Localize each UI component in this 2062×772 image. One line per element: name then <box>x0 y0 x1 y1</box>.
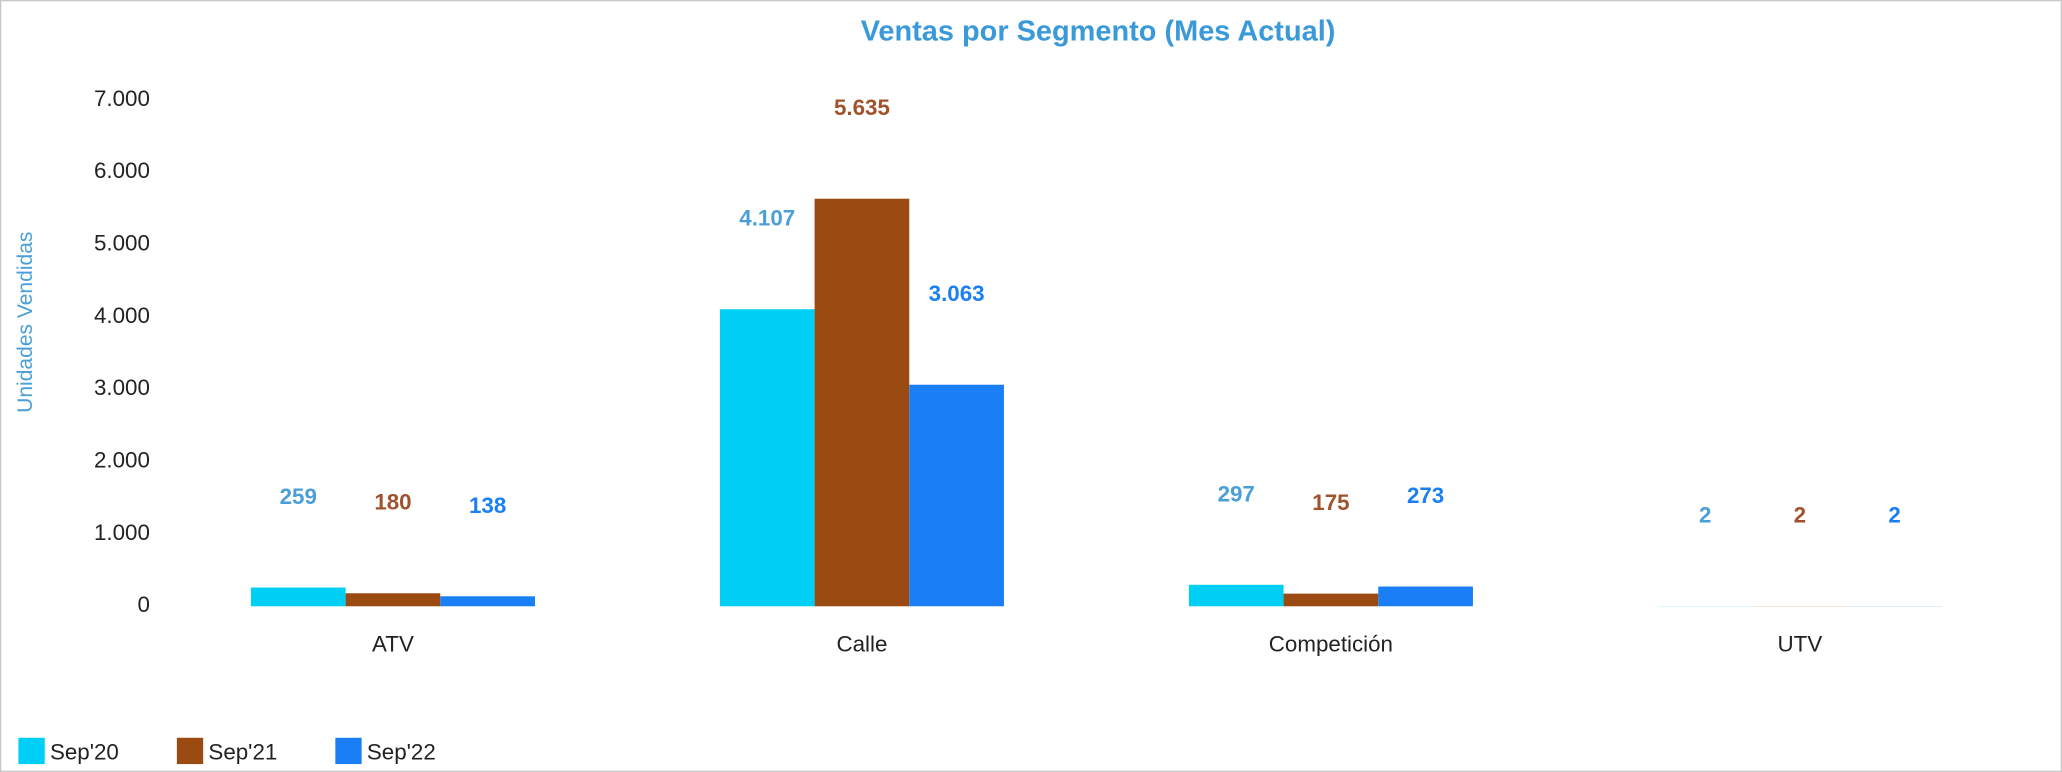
y-tick-label: 5.000 <box>94 231 150 256</box>
data-label: 2 <box>1699 503 1711 528</box>
chart-title: Ventas por Segmento (Mes Actual) <box>861 16 1336 48</box>
data-label: 297 <box>1218 481 1255 506</box>
data-label: 138 <box>469 493 506 518</box>
data-label: 273 <box>1407 483 1444 508</box>
x-tick-label: ATV <box>372 632 414 657</box>
data-label: 4.107 <box>739 206 795 231</box>
data-label: 3.063 <box>929 281 985 306</box>
bar <box>250 587 346 607</box>
legend-swatch <box>176 737 204 765</box>
y-tick-label: 1.000 <box>94 520 150 545</box>
y-tick-label: 2.000 <box>94 448 150 473</box>
y-tick-label: 0 <box>137 592 149 617</box>
data-label: 2 <box>1794 503 1806 528</box>
data-label: 180 <box>374 490 411 515</box>
bar <box>1283 593 1379 607</box>
legend-label: Sep'21 <box>208 739 277 764</box>
bar <box>345 593 441 607</box>
data-label: 175 <box>1312 490 1349 515</box>
bar <box>719 309 815 607</box>
y-tick-label: 4.000 <box>94 303 150 328</box>
legend-swatch <box>335 737 362 765</box>
bar <box>909 384 1004 607</box>
legend-swatch <box>18 737 45 765</box>
y-tick-label: 6.000 <box>94 158 150 183</box>
bar <box>1378 586 1473 607</box>
data-label: 5.635 <box>834 95 890 120</box>
legend-label: Sep'20 <box>50 739 119 764</box>
bar <box>440 596 535 607</box>
x-tick-label: UTV <box>1778 632 1823 657</box>
data-label: 2 <box>1888 503 1900 528</box>
y-axis-label: Unidades Vendidas <box>14 232 37 413</box>
x-tick-label: Competición <box>1269 632 1393 657</box>
y-tick-label: 7.000 <box>94 86 150 111</box>
bar <box>814 198 910 607</box>
y-tick-label: 3.000 <box>94 375 150 400</box>
x-tick-label: Calle <box>836 632 887 657</box>
data-label: 259 <box>280 484 317 509</box>
legend-label: Sep'22 <box>367 739 436 764</box>
bar <box>1188 584 1284 607</box>
